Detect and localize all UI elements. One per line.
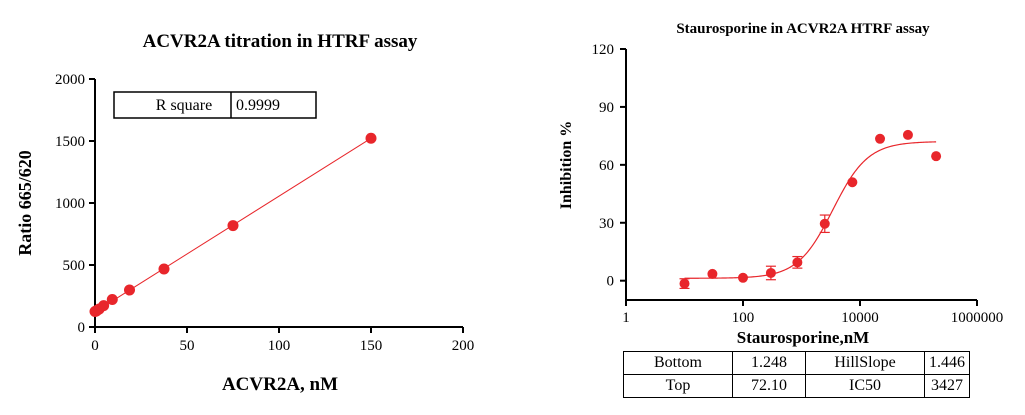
left-data-point: [98, 300, 110, 312]
left-y-tick-label: 1000: [55, 196, 85, 212]
right-data-point: [902, 129, 913, 140]
left-x-tick-label: 100: [268, 338, 291, 354]
right-chart-title: Staurosporine in ACVR2A HTRF assay: [676, 21, 930, 37]
left-data-point: [227, 220, 239, 232]
right-x-tick-label: 100: [732, 310, 755, 326]
right-data-point: [765, 267, 776, 278]
right-y-tick-label: 120: [592, 42, 615, 58]
right-x-tick-label: 10000: [841, 310, 879, 326]
param-value-bottom: 1.248: [732, 351, 806, 375]
param-value-hillslope: 1.446: [924, 351, 970, 375]
left-x-tick-label: 200: [452, 338, 475, 354]
right-y-axis-title: Inhibition %: [558, 121, 575, 209]
r-square-value: 0.9999: [236, 97, 280, 114]
right-data-point: [792, 257, 803, 268]
param-label-hillslope: HillSlope: [805, 351, 925, 375]
left-data-point: [365, 132, 377, 144]
right-data-point: [738, 272, 748, 283]
right-data-point: [707, 268, 718, 279]
left-x-axis-title: ACVR2A, nM: [222, 374, 338, 395]
table-row: Bottom 1.248 HillSlope 1.446: [623, 351, 970, 375]
param-label-ic50: IC50: [805, 374, 925, 398]
param-label-bottom: Bottom: [623, 351, 733, 375]
left-chart-title: ACVR2A titration in HTRF assay: [143, 31, 418, 52]
right-data-point: [931, 151, 942, 162]
left-data-point: [124, 284, 135, 296]
left-y-tick-label: 1500: [55, 134, 85, 150]
left-x-tick-label: 0: [91, 338, 99, 354]
right-y-tick-label: 90: [599, 100, 614, 116]
right-y-tick-label: 30: [599, 216, 614, 232]
right-y-tick-label: 0: [607, 274, 615, 290]
left-data-point: [158, 263, 170, 275]
right-y-tick-label: 60: [599, 158, 614, 174]
right-x-axis-title: Staurosporine,nM: [737, 328, 869, 347]
param-value-ic50: 3427: [924, 374, 970, 398]
r-square-label: R square: [156, 97, 212, 114]
left-x-tick-label: 150: [360, 338, 383, 354]
right-plot-area: 1 100 10000 1000000 0 30 60 90 120: [592, 42, 1004, 326]
left-x-tick-label: 50: [180, 338, 195, 354]
right-x-tick-label: 1000000: [951, 310, 1004, 326]
left-data-point: [106, 293, 118, 305]
param-value-top: 72.10: [732, 374, 806, 398]
r-square-box: R square 0.9999: [113, 91, 317, 119]
param-label-top: Top: [623, 374, 733, 398]
right-data-point: [679, 278, 690, 289]
left-y-axis-title: Ratio 665/620: [15, 150, 35, 256]
right-x-tick-label: 1: [622, 310, 630, 326]
fit-parameters-table: Bottom 1.248 HillSlope 1.446 Top 72.10 I…: [623, 351, 970, 398]
right-data-point: [847, 177, 858, 188]
left-y-tick-label: 2000: [55, 72, 85, 88]
left-y-tick-label: 0: [78, 320, 86, 336]
right-data-point: [819, 218, 830, 229]
left-y-tick-label: 500: [63, 258, 86, 274]
right-fit-curve: [684, 141, 937, 279]
right-data-point: [875, 133, 886, 144]
table-row: Top 72.10 IC50 3427: [623, 374, 970, 398]
